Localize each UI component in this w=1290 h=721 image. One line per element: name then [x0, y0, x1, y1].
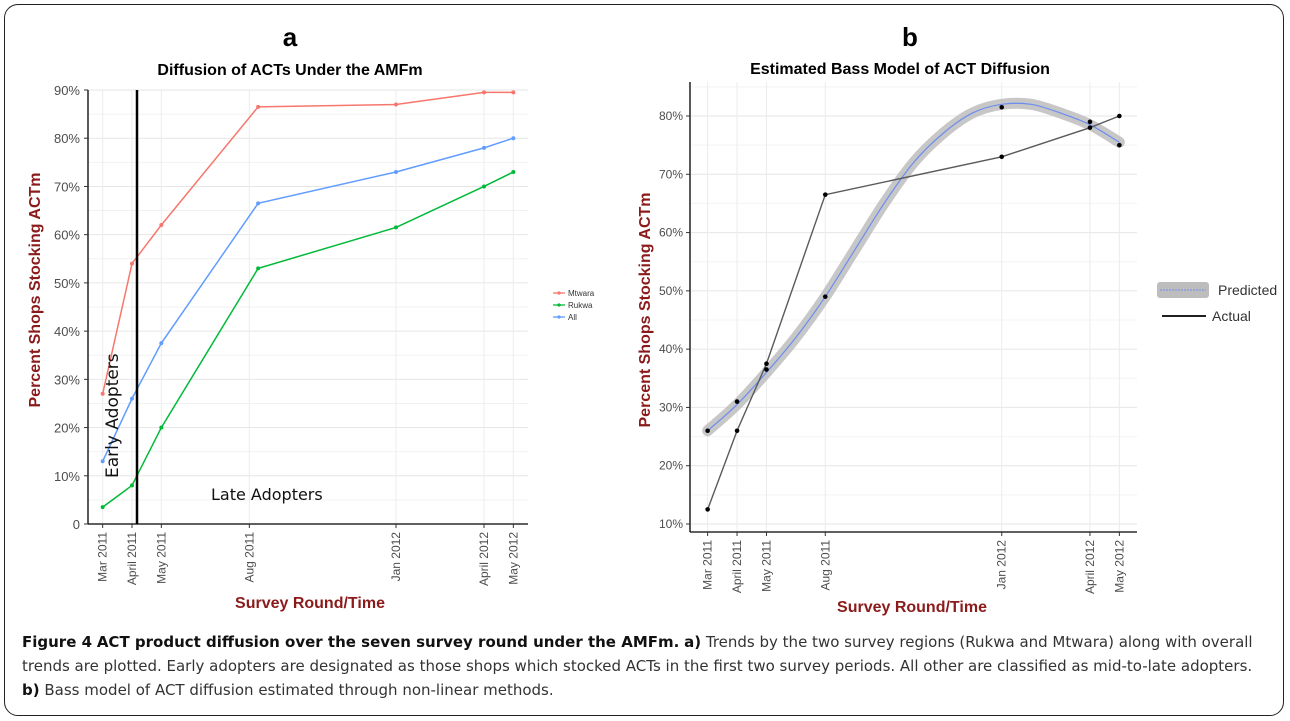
panel-b-ylabel: Percent Shops Stocking ACTm [637, 193, 654, 428]
data-point-actual [1117, 113, 1122, 119]
panel-b-xtick-label: May 2011 [759, 540, 773, 592]
data-point-all [256, 201, 261, 206]
panel-a-xtick-label: May 2012 [506, 532, 520, 585]
panel-b-xtick-label: Jan 2012 [995, 540, 1009, 590]
panel-a-ytick-label: 40% [54, 324, 80, 339]
data-point-all [100, 459, 105, 464]
panel-a-xtick-label: May 2011 [154, 532, 168, 584]
data-point-rukwa [100, 505, 105, 510]
data-point-predicted [822, 294, 828, 299]
panel-a-ylabel: Percent Shops Stocking ACTm [27, 173, 44, 408]
panel-a-xtick-label: April 2012 [477, 532, 491, 586]
early-adopters-label: Early Adopters [103, 353, 123, 478]
caption-figure-label: Figure 4 [22, 633, 93, 651]
panel-b-letter: b [902, 22, 918, 52]
data-point-all [511, 136, 516, 141]
panel-b-plot: 10% 20% 30% 40% 50% 60% 70% 80% Mar 2011 April 20… [659, 82, 1277, 594]
panel-a-ytick-label: 30% [54, 372, 80, 387]
data-point-mtwara [256, 104, 261, 109]
legend-label-rukwa: Rukwa [568, 301, 593, 310]
data-point-rukwa [482, 184, 486, 189]
data-point-all [130, 396, 134, 401]
legend-label-all: All [568, 313, 577, 322]
data-point-all [394, 169, 398, 174]
panel-b-plot-bg [690, 82, 1137, 532]
data-point-mtwara [100, 391, 105, 396]
data-point-rukwa [256, 266, 261, 271]
panel-a-ytick-label: 10% [54, 469, 80, 484]
data-point-mtwara [482, 90, 486, 95]
legend-dot-mtwara [557, 291, 561, 295]
data-point-actual [1087, 125, 1093, 130]
panel-a-ytick-label: 60% [54, 228, 80, 243]
figure-frame [4, 4, 1284, 716]
panel-b-ytick-label: 30% [659, 400, 683, 414]
data-point-actual [705, 507, 710, 512]
late-adopters-label: Late Adopters [211, 485, 323, 504]
panel-a-letter: a [283, 22, 298, 52]
data-point-predicted [734, 399, 740, 404]
data-point-predicted [1117, 142, 1122, 148]
caption-a-text: Trends by the two survey regions (Rukwa … [22, 633, 1253, 675]
data-point-predicted [1087, 119, 1093, 125]
caption-a-label: a) [684, 633, 702, 651]
panel-b-xtick-label: May 2012 [1112, 540, 1126, 593]
panel-b-xtick-label: Mar 2011 [701, 540, 715, 590]
data-point-predicted [705, 428, 710, 434]
panel-b-xlabel: Survey Round/Time [837, 599, 987, 616]
panel-b-title: Estimated Bass Model of ACT Diffusion [750, 61, 1050, 78]
data-point-rukwa [511, 169, 516, 174]
panel-a-xtick-label: Aug 2011 [242, 532, 256, 583]
panel-a-xtick-label: Mar 2011 [96, 532, 110, 582]
data-point-rukwa [394, 225, 398, 230]
caption-b-text: Bass model of ACT diffusion estimated th… [44, 681, 554, 699]
data-point-mtwara [511, 90, 516, 95]
data-point-mtwara [130, 261, 134, 266]
panel-b-ytick-label: 40% [659, 342, 683, 356]
data-point-actual [734, 428, 740, 434]
legend-label-mtwara: Mtwara [568, 289, 595, 298]
caption-title: ACT product diffusion over the seven sur… [96, 633, 680, 651]
panel-a-title: Diffusion of ACTs Under the AMFm [157, 62, 422, 79]
data-point-actual [764, 361, 769, 367]
data-point-all [159, 341, 164, 346]
panel-a-plot: 0 10% 20% 30% 40% 50% 60% 70% 80% 90% Mar 2011 Apri… [54, 83, 595, 586]
legend-label-predicted: Predicted [1218, 282, 1277, 298]
panel-b-xtick-label: Aug 2011 [818, 540, 832, 591]
panel-b-xtick-label: April 2011 [730, 540, 744, 593]
panel-b-ytick-label: 50% [659, 284, 683, 298]
legend-dot-rukwa [557, 303, 561, 307]
panel-b-ytick-label: 60% [659, 226, 683, 240]
series-line-predicted [707, 102, 1120, 432]
panel-b-ytick-label: 70% [659, 167, 683, 181]
panel-a-ytick-label: 70% [54, 179, 80, 194]
data-point-predicted [999, 104, 1005, 110]
figure-caption: Figure 4 ACT product diffusion over the … [22, 630, 1272, 702]
panel-a-xlabel: Survey Round/Time [235, 595, 385, 612]
data-point-rukwa [130, 483, 134, 488]
data-point-mtwara [394, 102, 398, 107]
data-point-actual [999, 154, 1005, 160]
panel-a-xtick-label: Jan 2012 [389, 532, 403, 582]
legend-dot-all [557, 315, 561, 319]
panel-a-ytick-label: 0 [73, 517, 80, 532]
panel-b-ytick-label: 10% [659, 517, 683, 531]
data-point-predicted [764, 367, 769, 372]
panel-b-ytick-label: 20% [659, 459, 683, 473]
data-point-all [482, 145, 486, 150]
panel-a-ytick-label: 20% [54, 421, 80, 436]
panel-a-ytick-label: 90% [54, 83, 80, 98]
caption-b-label: b) [22, 681, 40, 699]
figure-svg: a Diffusion of ACTs Under the AMFm Perce… [27, 22, 1277, 616]
panel-a-ytick-label: 80% [54, 131, 80, 146]
panel-b-ytick-label: 80% [659, 109, 683, 123]
data-point-actual [822, 192, 828, 197]
data-point-rukwa [159, 425, 164, 430]
data-point-mtwara [159, 223, 164, 228]
panel-a-xtick-label: April 2011 [125, 532, 139, 585]
panel-b-xtick-label: April 2012 [1083, 540, 1097, 594]
legend-label-actual: Actual [1212, 308, 1251, 324]
panel-a-ytick-label: 50% [54, 276, 80, 291]
